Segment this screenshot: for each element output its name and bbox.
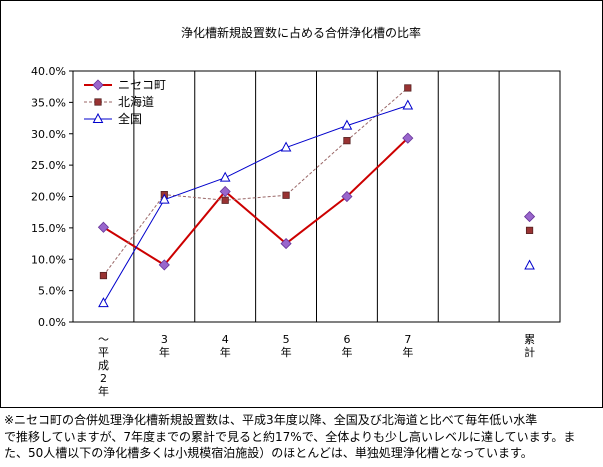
series-line [103,87,409,276]
legend-marker [92,112,104,123]
x-tick-label: 2 [100,372,107,385]
x-tick-label: 6 [343,333,350,346]
data-point [402,132,414,144]
data-point [158,193,170,204]
y-tick-label: 40.0% [31,65,66,78]
y-tick-label: 25.0% [31,159,66,172]
legend-label: ニセコ町 [118,78,166,92]
x-tick-label: 5 [283,333,290,346]
x-tick-label: ～ [98,333,109,346]
footnote: ※ニセコ町の合併処理浄化槽新規設置数は、平成3年度以降、全国及び北海道と比べて毎… [4,412,600,462]
data-point [99,271,108,280]
x-tick-label: 3 [161,333,168,346]
x-tick-label: 平 [98,346,109,359]
data-point [282,191,290,199]
data-point [280,237,292,250]
x-tick-label: 年 [281,345,292,359]
footnote-line-1: ※ニセコ町の合併処理浄化槽新規設置数は、平成3年度以降、全国及び北海道と比べて毎… [4,413,538,427]
y-tick-label: 20.0% [31,191,66,204]
series-line [103,105,408,304]
x-tick-label: 成 [98,359,109,372]
x-tick-label: 年 [98,384,109,398]
y-tick-label: 0.0% [38,316,66,329]
data-point [97,221,110,233]
x-tick-label: 年 [159,345,170,359]
data-point [280,141,292,152]
data-point [219,171,231,182]
y-tick-label: 5.0% [38,285,66,298]
data-point [221,196,229,204]
legend-label: 全国 [118,111,142,126]
x-tick-label: 4 [222,333,229,346]
data-point [402,99,414,110]
chart-frame: 浄化槽新規設置数に占める合併浄化槽の比率 0.0% 5.0% 10.0% 15.0% 20… [0,0,603,408]
data-point [343,137,351,145]
data-point [219,185,231,198]
legend-marker [92,79,104,91]
series-line [102,137,409,267]
y-tick-label: 15.0% [31,222,66,235]
legend-marker [94,98,102,106]
footnote-line-2: で推移していますが、7年度までの累計で見ると約17%で、全体よりも少し高いレベル… [4,429,576,444]
data-point [98,297,109,308]
data-point [341,190,353,203]
cumulative-point [524,259,535,270]
y-tick-label: 30.0% [31,128,66,141]
x-tick-label: 年 [341,345,352,359]
x-tick-label: 7 [404,333,411,346]
y-tick-label: 10.0% [31,253,66,266]
x-tick-label: 年 [220,345,231,359]
x-tick-label: 年 [402,345,413,359]
data-point [158,259,170,271]
data-point [341,119,353,130]
x-tick-label: 累 [524,333,535,346]
data-point [404,84,412,92]
chart-border [0,0,603,408]
y-tick-label: 35.0% [31,96,66,109]
x-tick-label: 計 [524,345,535,359]
cumulative-point [525,226,534,234]
footnote-line-3: た、50人槽以下の浄化槽多くは小規模宿泊施設）のほとんどは、単独処理浄化槽となっ… [4,446,533,460]
legend-label: 北海道 [118,94,154,109]
cumulative-point [523,211,536,223]
chart-title: 浄化槽新規設置数に占める合併浄化槽の比率 [181,25,421,40]
chart-svg: 浄化槽新規設置数に占める合併浄化槽の比率 0.0% 5.0% 10.0% 15.0% 20… [0,0,603,408]
